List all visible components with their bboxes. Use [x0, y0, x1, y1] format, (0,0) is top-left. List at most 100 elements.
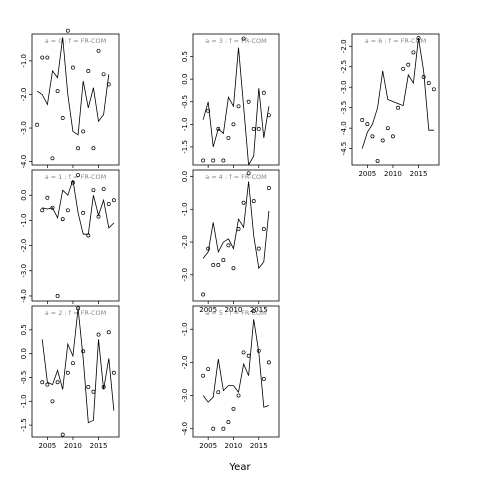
data-point — [411, 50, 416, 55]
data-point — [55, 89, 60, 94]
data-point — [266, 113, 271, 118]
data-point — [261, 90, 266, 95]
y-tick-label: -1.0 — [20, 394, 28, 408]
y-tick-label: -3.0 — [20, 264, 28, 278]
data-point — [406, 62, 411, 67]
x-tick-label: 2005 — [199, 442, 217, 450]
data-point — [45, 55, 50, 60]
data-point — [86, 68, 91, 73]
data-point — [226, 135, 231, 140]
x-axis-title: Year — [228, 462, 251, 473]
panel-strip-label: a = 1 : f = FR-COM — [45, 173, 107, 181]
x-tick-label: 2005 — [199, 306, 217, 314]
y-tick-label: -4.5 — [340, 142, 348, 156]
y-tick-label: -3.0 — [181, 268, 189, 282]
data-point — [426, 81, 431, 86]
x-tick-label: 2010 — [225, 442, 243, 450]
data-point — [106, 202, 111, 206]
data-point — [370, 134, 375, 139]
panel-strip-label: a = 0 : f = FR-COM — [45, 37, 107, 45]
data-point — [60, 217, 65, 222]
data-point — [226, 420, 231, 425]
data-point — [55, 294, 60, 298]
data-point — [256, 348, 261, 353]
series-line — [202, 319, 270, 408]
data-point — [206, 367, 211, 371]
y-tick-label: 0.0 — [20, 348, 28, 359]
data-point — [236, 393, 241, 398]
data-point — [81, 129, 86, 134]
data-point — [91, 389, 96, 394]
panel-frame — [31, 305, 120, 438]
panel-strip-label: a = 2 : f = FR-COM — [45, 309, 107, 317]
data-point — [421, 75, 426, 79]
y-tick-label: -1.5 — [20, 418, 28, 432]
data-point — [396, 105, 401, 110]
data-point — [221, 258, 226, 263]
data-point — [96, 48, 101, 53]
series-line — [361, 38, 434, 149]
x-tick-label: 2015 — [250, 306, 268, 314]
data-point — [101, 186, 106, 191]
panel-strip-label: a = 6 : f = FR-COM — [365, 37, 427, 45]
data-point — [106, 82, 111, 87]
data-point — [390, 134, 395, 139]
y-tick-label: 0.0 — [181, 74, 189, 85]
data-point — [55, 380, 60, 385]
data-point — [40, 380, 45, 385]
y-tick-label: -2.0 — [181, 356, 189, 370]
data-point — [76, 173, 81, 177]
y-tick-label: -4.0 — [20, 155, 28, 169]
data-point — [40, 55, 45, 60]
data-point — [76, 306, 81, 311]
data-point — [261, 226, 266, 231]
y-tick-label: -4.0 — [340, 121, 348, 135]
data-point — [251, 126, 256, 131]
data-point — [216, 126, 221, 131]
x-tick-label: 2010 — [64, 442, 82, 450]
data-point — [256, 126, 261, 131]
y-tick-label: -3.5 — [340, 101, 348, 115]
x-tick-label: 2015 — [250, 442, 268, 450]
panel-frame — [31, 169, 120, 302]
panel-frame — [192, 169, 280, 302]
data-point — [231, 406, 236, 411]
data-point — [45, 382, 50, 387]
data-point — [236, 226, 241, 231]
data-point — [221, 158, 226, 163]
y-tick-label: -2.0 — [20, 239, 28, 253]
y-tick-label: -2.0 — [181, 235, 189, 249]
data-point — [251, 199, 256, 204]
data-point — [231, 122, 236, 127]
data-point — [76, 146, 81, 151]
data-point — [216, 263, 221, 267]
panel-strip-label: a = 5 : f = FR-COM — [205, 309, 267, 317]
y-tick-label: -1.0 — [181, 202, 189, 216]
series-line — [41, 308, 115, 424]
data-point — [246, 171, 251, 176]
data-point — [96, 214, 101, 219]
x-tick-label: 2010 — [225, 306, 243, 314]
y-tick-label: -1.0 — [181, 118, 189, 132]
data-point — [236, 104, 241, 109]
data-point — [226, 243, 231, 248]
x-tick-label: 2005 — [358, 170, 376, 178]
panel-frame — [351, 33, 440, 166]
data-point — [65, 370, 70, 375]
data-point — [431, 87, 436, 92]
data-point — [375, 158, 380, 163]
data-point — [86, 233, 91, 238]
data-point — [81, 349, 86, 354]
data-point — [221, 426, 226, 431]
x-tick-label: 2010 — [384, 170, 402, 178]
series-line — [202, 47, 270, 165]
y-tick-label: -2.5 — [340, 60, 348, 74]
y-tick-label: -2.0 — [20, 88, 28, 102]
data-point — [96, 332, 101, 337]
data-point — [60, 432, 65, 437]
data-point — [416, 36, 421, 41]
data-point — [241, 200, 246, 205]
data-point — [65, 208, 70, 213]
data-point — [101, 385, 106, 389]
